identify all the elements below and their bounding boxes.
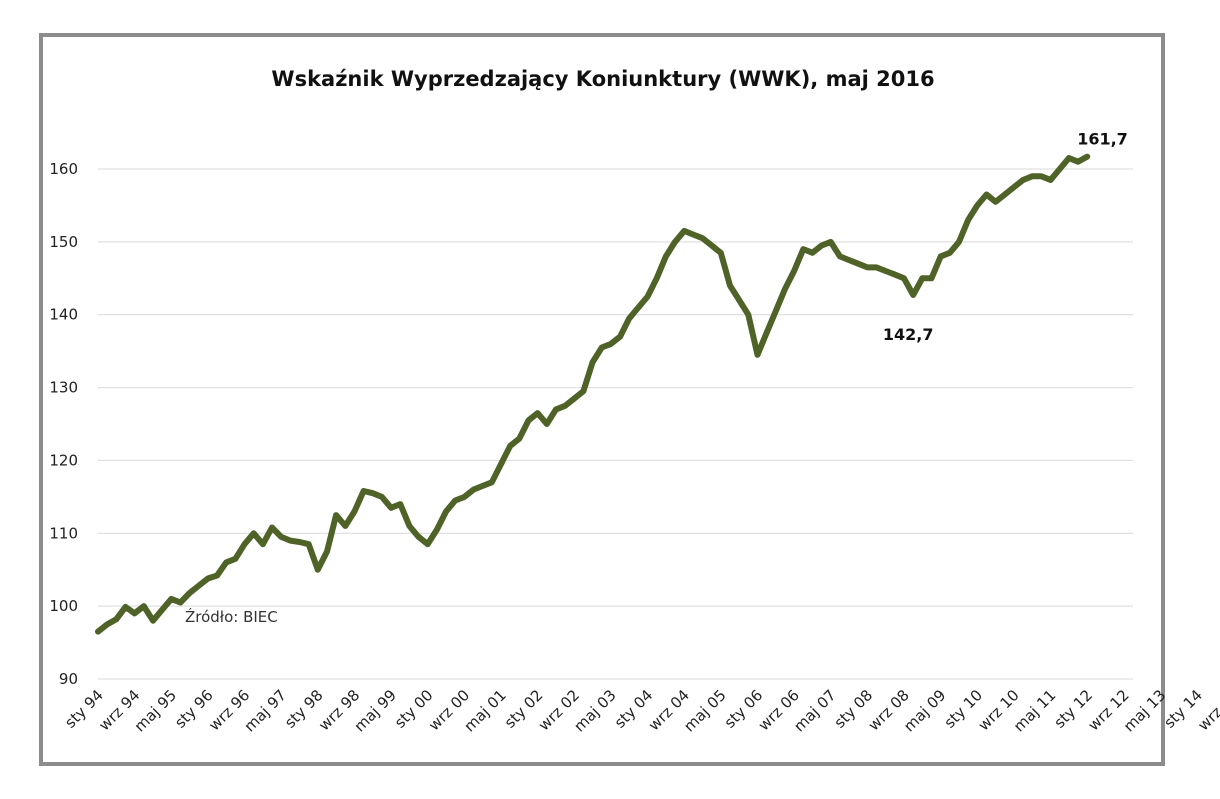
y-tick-label: 110 xyxy=(49,524,78,542)
data-label: 161,7 xyxy=(1077,130,1128,149)
data-label: 142,7 xyxy=(883,325,934,344)
annotations: 161,7 142,7 xyxy=(883,130,1128,344)
gridlines xyxy=(98,168,1133,680)
y-tick-label: 90 xyxy=(59,670,78,688)
y-tick-label: 130 xyxy=(49,379,78,397)
y-tick-label: 140 xyxy=(49,306,78,324)
y-tick-label: 100 xyxy=(49,597,78,615)
chart-frame xyxy=(39,33,1165,766)
y-tick-label: 150 xyxy=(49,233,78,251)
chart-title: Wskaźnik Wyprzedzający Koniunktury (WWK)… xyxy=(271,67,934,91)
series-line-wwk xyxy=(95,153,1091,635)
y-tick-label: 120 xyxy=(49,451,78,469)
y-axis-ticks: 90 100 110 120 130 140 150 160 xyxy=(49,160,78,688)
y-tick-label: 160 xyxy=(49,160,78,178)
source-note: Źródło: BIEC xyxy=(185,607,278,626)
